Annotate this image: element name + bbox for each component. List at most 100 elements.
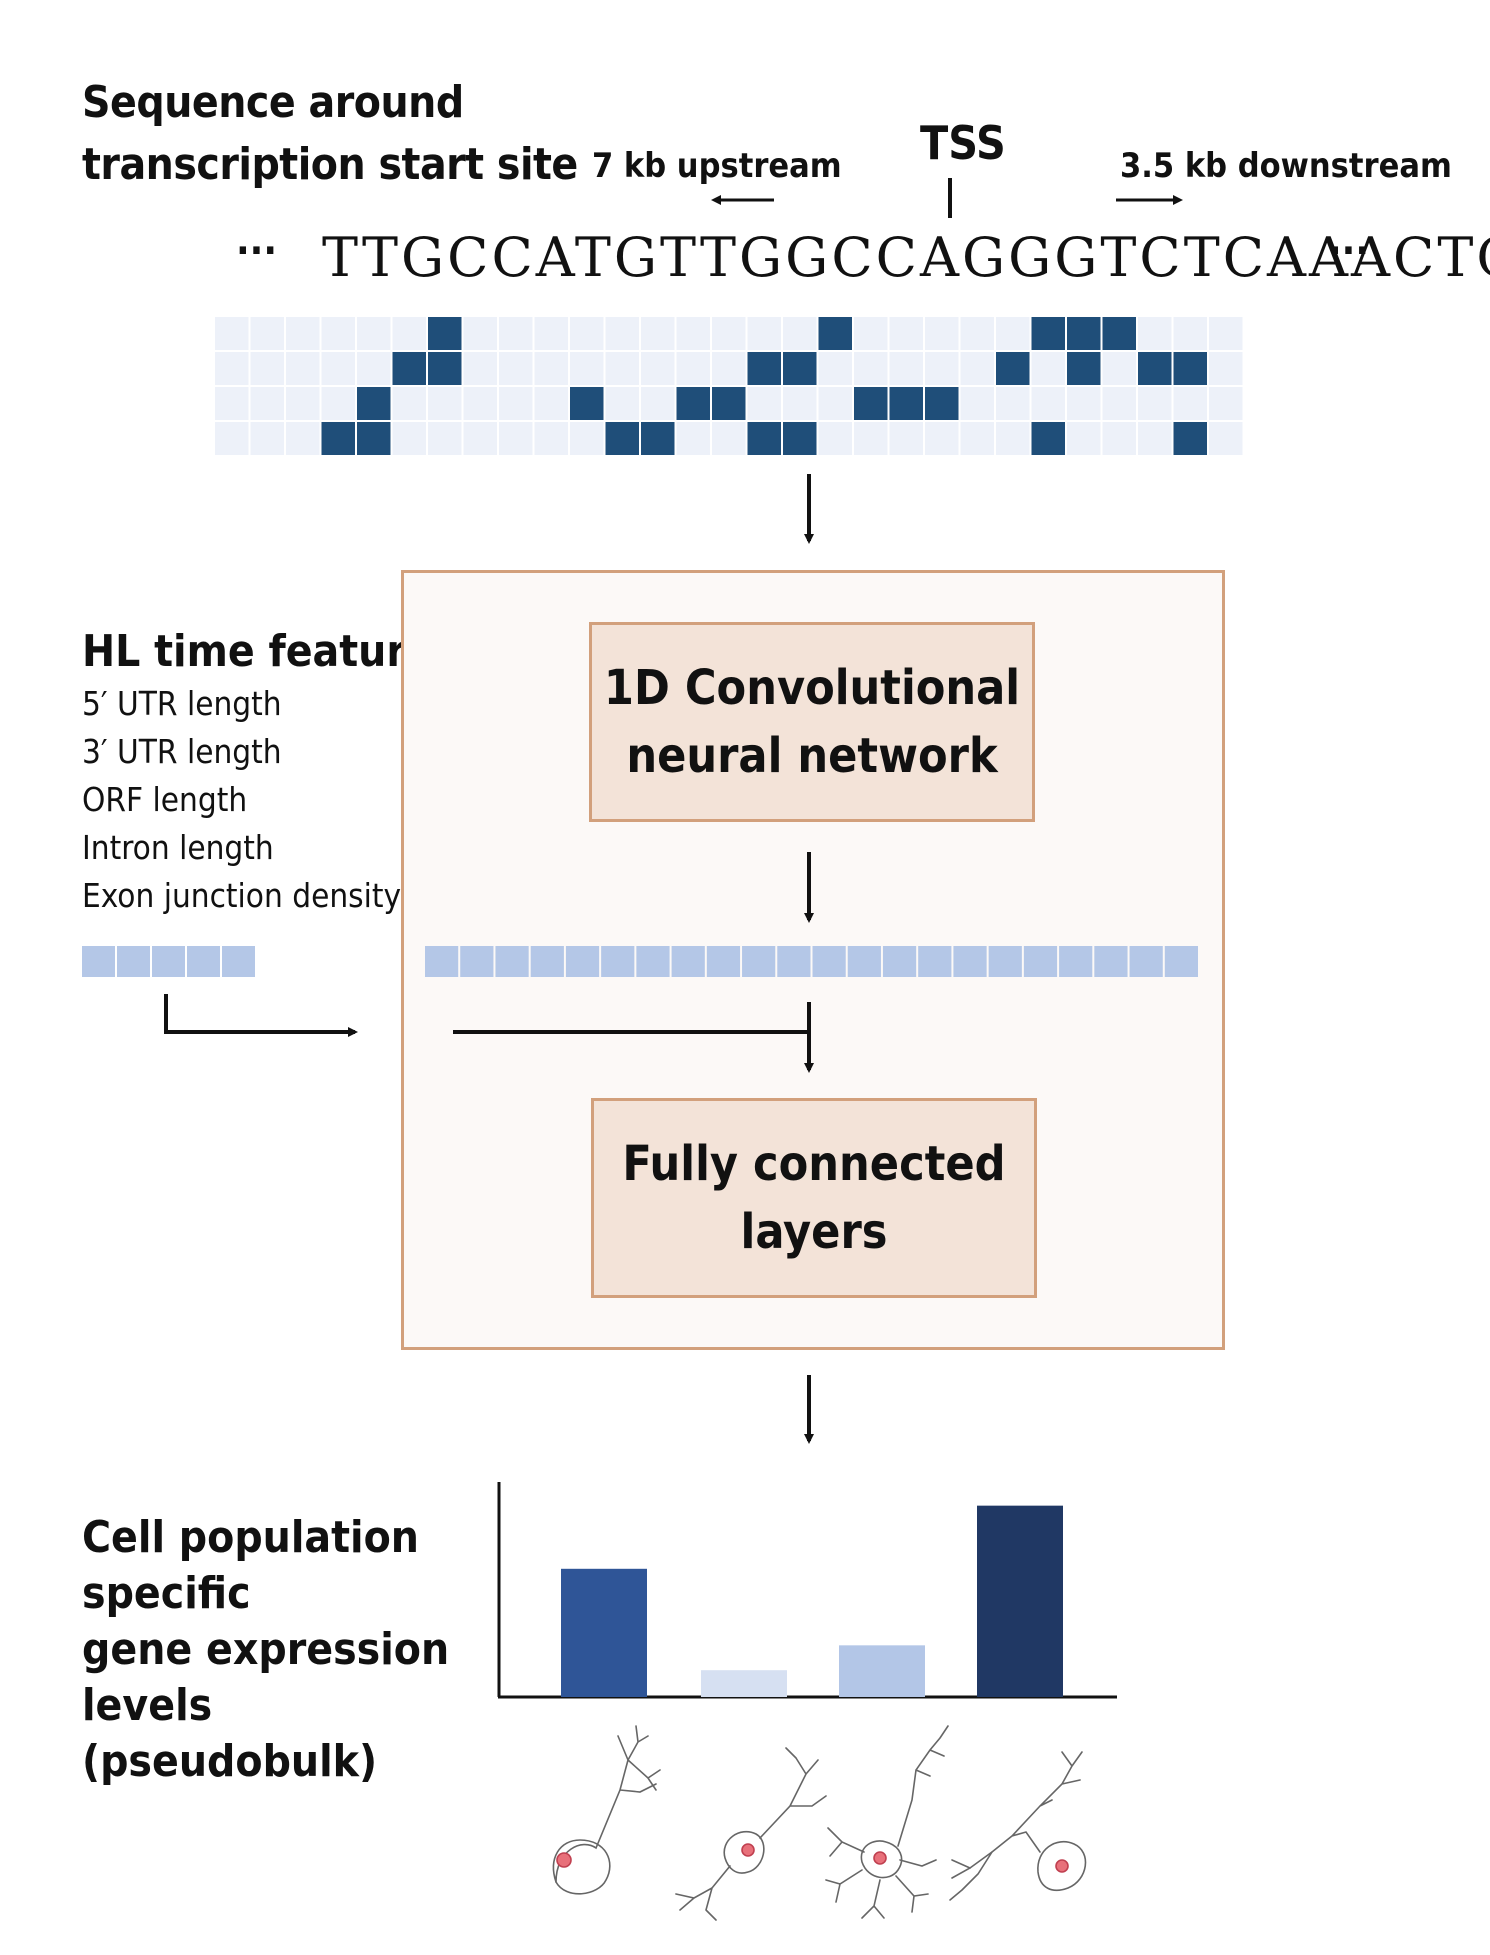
- sequence-embedding-cell: [425, 946, 459, 977]
- onehot-cell: [534, 317, 568, 350]
- onehot-cell: [463, 422, 497, 455]
- onehot-cell: [605, 387, 639, 420]
- onehot-cell: [960, 317, 994, 350]
- onehot-cell: [499, 317, 533, 350]
- onehot-cell-active: [747, 422, 781, 455]
- onehot-cell-active: [996, 352, 1030, 385]
- onehot-cell-active: [1067, 352, 1101, 385]
- cnn-label-line1: 1D Convolutional: [603, 660, 1021, 716]
- sequence-embedding-cell: [777, 946, 811, 977]
- onehot-cell: [996, 422, 1030, 455]
- sequence-embedding-cell: [601, 946, 635, 977]
- onehot-cell: [250, 387, 284, 420]
- onehot-cell-active: [1067, 317, 1101, 350]
- onehot-cell: [1138, 422, 1172, 455]
- feature-embedding-cell: [117, 946, 150, 977]
- onehot-cell: [215, 352, 249, 385]
- onehot-cell: [925, 352, 959, 385]
- onehot-cell: [889, 422, 923, 455]
- neuron-multipolar-icon: [825, 1725, 949, 1919]
- sequence-embedding-cell: [742, 946, 776, 977]
- feature-item: ORF length: [82, 780, 248, 819]
- onehot-cell: [499, 352, 533, 385]
- onehot-cell: [215, 387, 249, 420]
- onehot-cell: [889, 317, 923, 350]
- features-title: HL time features: [82, 626, 457, 677]
- onehot-cell-active: [392, 352, 426, 385]
- onehot-cell-active: [570, 387, 604, 420]
- onehot-cell: [783, 317, 817, 350]
- feature-embedding-cell: [82, 946, 115, 977]
- cell-nucleus: [556, 1852, 572, 1868]
- onehot-cell: [818, 387, 852, 420]
- neuron-bipolar-icon: [675, 1747, 827, 1921]
- output-label-line1: Cell population specific: [82, 1512, 419, 1619]
- onehot-cell: [499, 387, 533, 420]
- onehot-cell-active: [712, 387, 746, 420]
- onehot-cell: [1031, 387, 1065, 420]
- onehot-cell-active: [1031, 422, 1065, 455]
- downstream-label: 3.5 kb downstream: [1120, 146, 1452, 186]
- onehot-cell-active: [1031, 317, 1065, 350]
- expression-bar-chart: [497, 1482, 1117, 1699]
- onehot-cell: [321, 387, 355, 420]
- onehot-cell: [712, 422, 746, 455]
- onehot-cell: [1067, 422, 1101, 455]
- sequence-embedding-cell: [988, 946, 1022, 977]
- onehot-cell-active: [641, 422, 675, 455]
- feature-item: Exon junction density: [82, 876, 402, 915]
- onehot-cell: [250, 317, 284, 350]
- cell-nucleus: [741, 1843, 755, 1857]
- onehot-cell: [534, 422, 568, 455]
- fc-label-line1: Fully connected: [622, 1136, 1006, 1192]
- onehot-cell: [996, 317, 1030, 350]
- onehot-cell: [818, 422, 852, 455]
- onehot-cell: [1209, 422, 1243, 455]
- sequence-title-line1: Sequence around: [82, 77, 464, 128]
- fc-label-line2: layers: [740, 1204, 888, 1260]
- sequence-embedding-cell: [918, 946, 952, 977]
- cnn-block: 1D Convolutional neural network: [589, 622, 1035, 822]
- onehot-cell: [250, 422, 284, 455]
- onehot-cell: [1209, 352, 1243, 385]
- onehot-cell: [676, 422, 710, 455]
- onehot-cell: [854, 422, 888, 455]
- features-embedding: [82, 946, 255, 977]
- onehot-cell-active: [428, 352, 462, 385]
- onehot-cell: [712, 352, 746, 385]
- chart-bar: [561, 1568, 647, 1697]
- onehot-cell: [676, 317, 710, 350]
- neuron-pyramidal-icon: [552, 1725, 661, 1895]
- features-arrow: [164, 994, 358, 1037]
- upstream-label: 7 kb upstream: [592, 146, 842, 186]
- cell-types: [552, 1725, 1087, 1921]
- arrows: [164, 178, 1183, 1444]
- onehot-cell: [1067, 387, 1101, 420]
- onehot-cell: [676, 352, 710, 385]
- feature-item: Intron length: [82, 828, 274, 867]
- onehot-cell: [783, 387, 817, 420]
- onehot-cell: [818, 352, 852, 385]
- feature-embedding-cell: [222, 946, 255, 977]
- onehot-cell: [747, 387, 781, 420]
- onehot-cell: [605, 317, 639, 350]
- onehot-cell: [1138, 317, 1172, 350]
- sequence-embedding-cell: [530, 946, 564, 977]
- sequence-embedding-cell: [1129, 946, 1163, 977]
- onehot-cell: [428, 422, 462, 455]
- cnn-label-line2: neural network: [626, 728, 998, 784]
- onehot-cell-active: [747, 352, 781, 385]
- sequence-embedding-cell: [1059, 946, 1093, 977]
- onehot-cell-active: [1138, 352, 1172, 385]
- onehot-cell: [712, 317, 746, 350]
- neuron-unipolar-icon: [949, 1751, 1087, 1901]
- sequence-embedding-cell: [1164, 946, 1198, 977]
- feature-embedding-cell: [187, 946, 220, 977]
- onehot-cell: [854, 352, 888, 385]
- onehot-cell: [321, 317, 355, 350]
- onehot-cell-active: [321, 422, 355, 455]
- onehot-cell: [570, 422, 604, 455]
- onehot-cell-active: [854, 387, 888, 420]
- onehot-cell-active: [925, 387, 959, 420]
- fully-connected-block: Fully connected layers: [591, 1098, 1037, 1298]
